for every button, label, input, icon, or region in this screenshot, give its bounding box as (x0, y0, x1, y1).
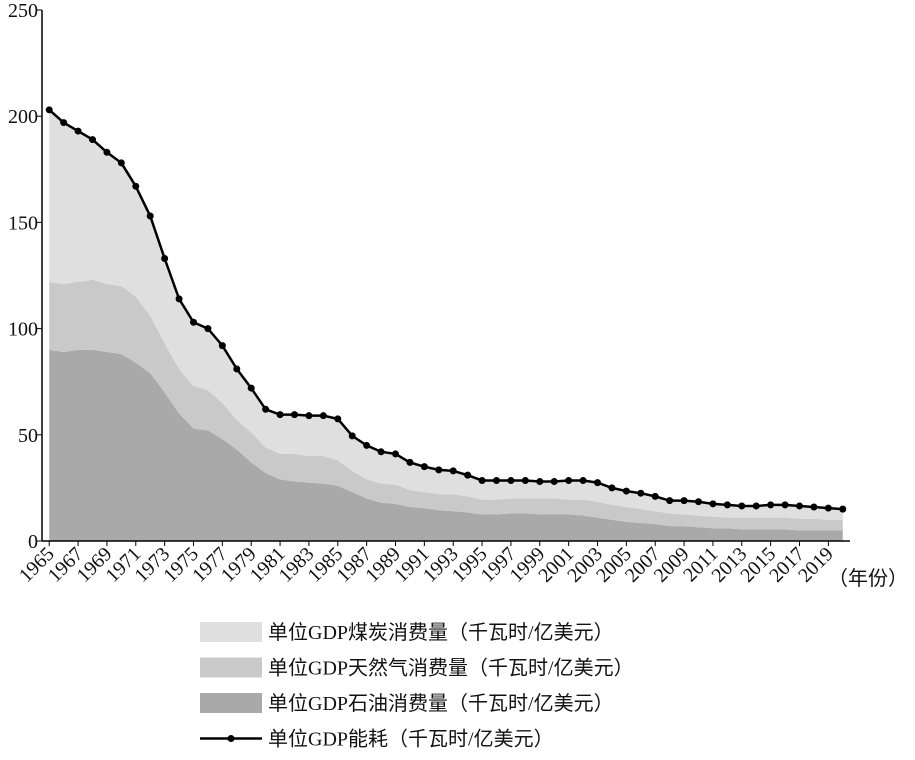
point (680, 497, 688, 505)
point (89, 136, 96, 144)
x-axis-label: （年份） (828, 567, 908, 590)
y-tick-label: 250 (8, 0, 38, 22)
point (796, 502, 803, 510)
point (103, 148, 111, 156)
point (767, 501, 775, 509)
point (348, 432, 356, 440)
legend-label: 单位GDP能耗（千瓦时/亿美元） (268, 728, 554, 751)
point (608, 484, 616, 492)
point (449, 467, 457, 475)
y-tick-label: 100 (8, 319, 38, 341)
point (810, 503, 818, 511)
point (291, 411, 298, 419)
point (334, 415, 342, 423)
point (536, 478, 544, 486)
point (305, 412, 313, 420)
point (420, 463, 428, 471)
legend-label: 单位GDP天然气消费量（千瓦时/亿美元） (268, 657, 634, 680)
area (49, 279, 843, 531)
point (204, 325, 212, 333)
point (709, 500, 717, 508)
point (594, 479, 601, 487)
legend-swatch (200, 693, 262, 713)
point (392, 450, 399, 458)
point (190, 318, 197, 326)
point (146, 212, 154, 220)
point (262, 405, 270, 413)
point (117, 159, 125, 167)
point (521, 476, 529, 484)
legend-label: 单位GDP石油消费量（千瓦时/亿美元） (268, 692, 614, 715)
point (464, 471, 472, 479)
point (45, 106, 53, 114)
point (493, 476, 500, 484)
point (319, 412, 327, 420)
point (752, 502, 760, 510)
point (637, 489, 645, 497)
point (781, 501, 789, 509)
point (175, 295, 183, 303)
point (651, 492, 659, 500)
point (666, 497, 674, 505)
point (579, 476, 587, 484)
legend-swatch (200, 657, 262, 678)
point (839, 505, 847, 513)
point (218, 342, 226, 350)
point (60, 119, 68, 127)
point (74, 127, 82, 135)
point (695, 498, 702, 506)
point (363, 441, 371, 449)
point (377, 448, 385, 456)
point (478, 476, 486, 484)
area (49, 109, 843, 520)
point (132, 182, 140, 190)
legend-swatch (200, 622, 262, 642)
legend-swatch (227, 735, 235, 742)
point (161, 255, 169, 263)
point (723, 501, 731, 509)
y-tick-label: 0 (28, 531, 38, 553)
point (550, 478, 558, 486)
point (233, 365, 241, 373)
point (435, 466, 443, 474)
point (276, 411, 284, 419)
y-tick-label: 50 (18, 425, 38, 447)
area (49, 349, 843, 541)
point (622, 487, 630, 495)
point (738, 502, 746, 510)
point (565, 476, 573, 484)
point (406, 458, 414, 466)
point (507, 476, 515, 484)
point (247, 384, 255, 392)
legend-label: 单位GDP煤炭消费量（千瓦时/亿美元） (268, 621, 614, 644)
y-tick-label: 200 (8, 106, 38, 128)
point (824, 504, 832, 512)
y-tick-label: 150 (8, 212, 38, 234)
